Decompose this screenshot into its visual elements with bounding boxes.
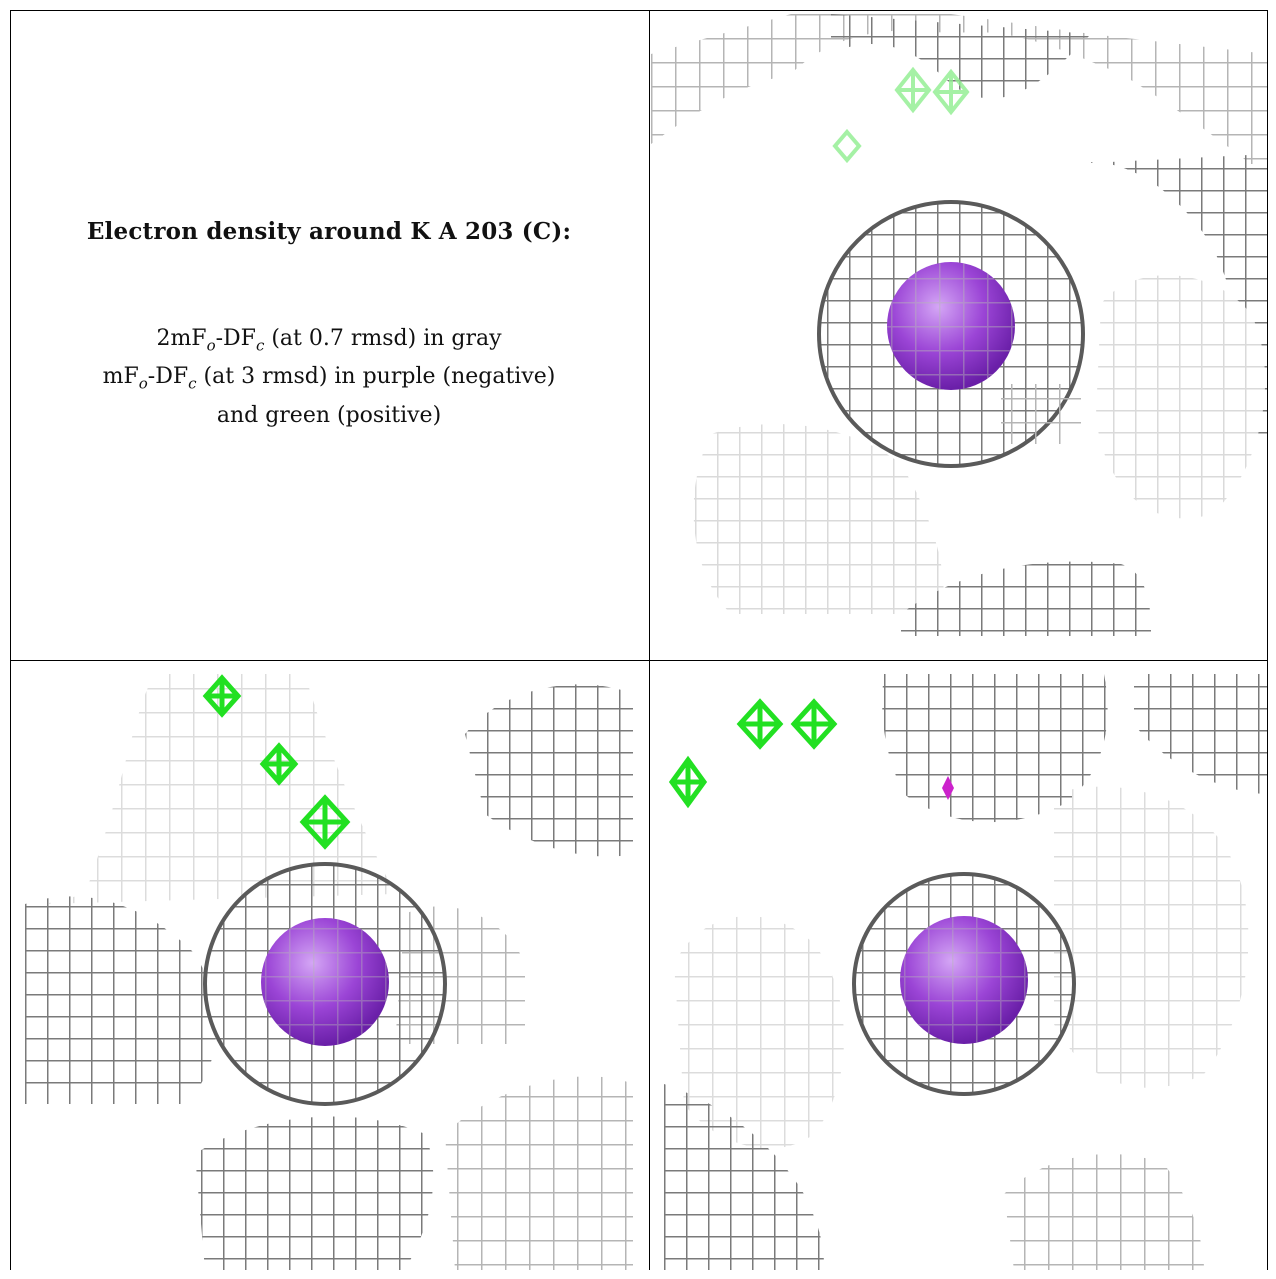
table-rule-middle — [649, 10, 650, 1270]
legend-text: (at 0.7 rmsd) in gray — [264, 326, 502, 351]
table-rule-left — [10, 10, 11, 1270]
legend-text: -DF — [215, 326, 256, 351]
positive-density-peaks — [202, 674, 351, 850]
density-panel-bottom-right — [664, 664, 1268, 1270]
caption-title: Electron density around K A 203 (C): — [86, 218, 572, 245]
positive-density-peaks — [668, 698, 838, 809]
negative-density-peak — [942, 776, 954, 800]
legend-line-colors: and green (positive) — [216, 402, 442, 428]
table-rule-right — [1267, 10, 1268, 1270]
caption-legend: 2mFo-DFc (at 0.7 rmsd) in gray mFo-DFc (… — [103, 323, 556, 431]
mesh-view-bottom-right — [664, 674, 1268, 1270]
legend-line-fo-fc: mFo-DFc (at 3 rmsd) in purple (negative) — [103, 361, 556, 399]
legend-text: mF — [102, 364, 139, 390]
figure-grid: Electron density around K A 203 (C): 2mF… — [10, 10, 1268, 1270]
legend-sub: o — [138, 374, 148, 393]
legend-sub: c — [188, 374, 197, 393]
legend-text: 2mF — [156, 326, 207, 351]
mesh-view-top-right — [651, 14, 1268, 636]
positive-density-peaks — [832, 66, 970, 164]
legend-text: -DF — [147, 364, 189, 390]
legend-sub: o — [206, 336, 216, 355]
legend-text: (at 3 rmsd) in purple (negative) — [196, 364, 556, 390]
table-rule-row — [10, 660, 1268, 661]
legend-line-2fo-fc: 2mFo-DFc (at 0.7 rmsd) in gray — [103, 323, 556, 361]
density-panel-bottom-left — [25, 664, 633, 1270]
density-panel-top-right — [651, 14, 1268, 636]
caption-cell: Electron density around K A 203 (C): 2mF… — [10, 10, 648, 660]
legend-sub: c — [255, 336, 265, 355]
mesh-view-bottom-left — [25, 674, 633, 1270]
table-rule-top — [10, 10, 1268, 11]
